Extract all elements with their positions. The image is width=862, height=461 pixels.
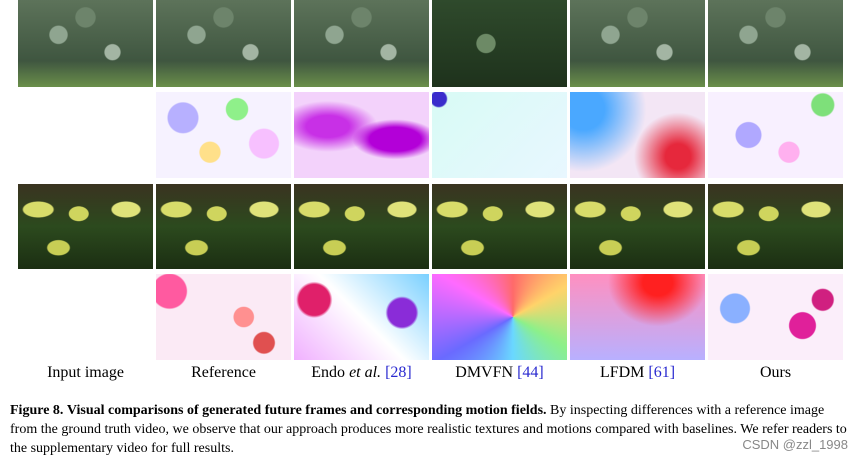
image-tile	[570, 0, 705, 87]
column-label: Ours	[708, 364, 843, 382]
label-italic: et al.	[349, 364, 382, 381]
column-label: Reference	[156, 364, 291, 382]
image-tile	[156, 92, 291, 178]
label-text: DMVFN	[455, 364, 514, 381]
column-label: Input image	[18, 364, 153, 382]
label-text: Ours	[759, 364, 792, 381]
image-tile	[156, 0, 291, 87]
caption-label: Figure 8.	[10, 403, 64, 418]
column-label: DMVFN [44]	[432, 364, 567, 382]
column-label: Endo et al. [28]	[294, 364, 429, 382]
image-tile	[294, 274, 429, 360]
image-tile	[294, 92, 429, 178]
image-tile	[432, 92, 567, 178]
image-tile	[570, 274, 705, 360]
watermark: CSDN @zzl_1998	[742, 437, 848, 452]
image-tile	[432, 274, 567, 360]
image-tile	[708, 92, 843, 178]
citation: [28]	[385, 364, 412, 381]
citation: [61]	[648, 364, 676, 381]
image-tile	[570, 92, 705, 178]
image-tile	[570, 184, 705, 269]
image-tile	[708, 274, 843, 360]
image-tile	[432, 0, 567, 87]
image-tile	[156, 274, 291, 360]
image-tile	[294, 184, 429, 269]
image-tile	[708, 0, 843, 87]
caption-text: By inspecting differences with a referen…	[10, 403, 847, 456]
image-tile	[18, 184, 153, 269]
image-tile	[156, 184, 291, 269]
column-label: LFDM [61]	[570, 364, 705, 382]
image-tile	[18, 0, 153, 87]
image-tile	[708, 184, 843, 269]
label-text: Endo	[311, 364, 346, 381]
label-text: LFDM	[599, 364, 645, 381]
image-tile	[432, 184, 567, 269]
image-tile	[294, 0, 429, 87]
caption-bold: Visual comparisons of generated future f…	[66, 403, 547, 418]
caption: Figure 8. Visual comparisons of generate…	[10, 401, 852, 458]
label-text: Input image	[47, 364, 124, 381]
citation: [44]	[517, 364, 544, 381]
label-text: Reference	[191, 364, 256, 381]
